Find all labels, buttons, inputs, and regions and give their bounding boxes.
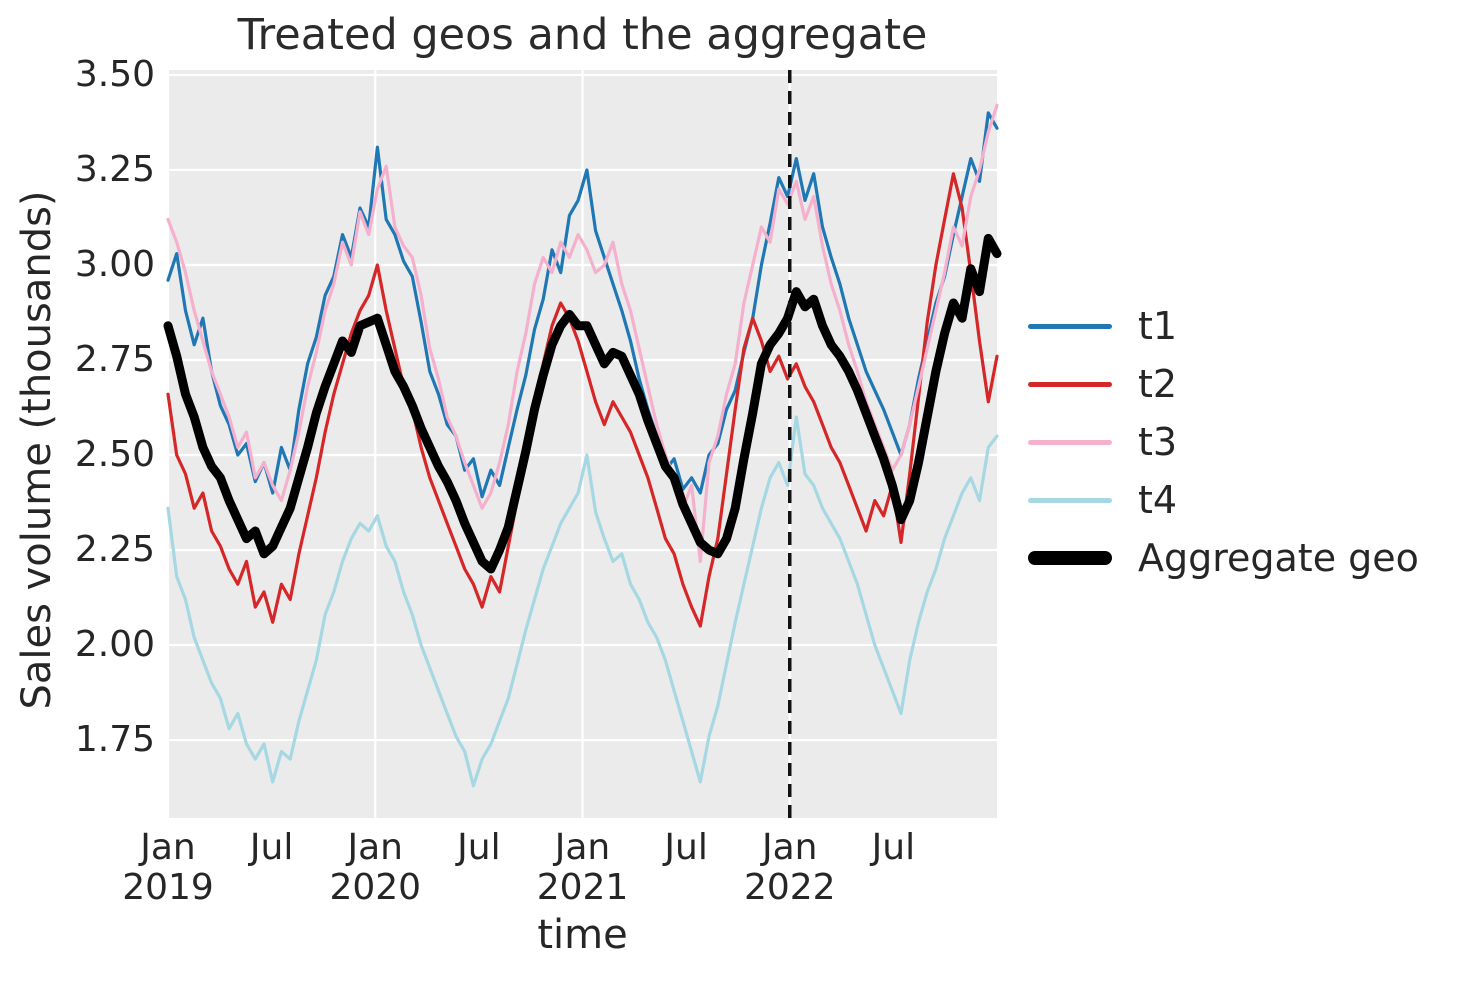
x-axis-label: time <box>537 912 628 958</box>
series-line-t3 <box>166 103 999 564</box>
series-line-t1 <box>166 111 999 499</box>
series-line-t4 <box>166 415 999 788</box>
y-tick-label: 2.00 <box>74 624 155 666</box>
legend-item-t4: t4 <box>1028 471 1419 529</box>
legend-line-sample <box>1028 323 1112 329</box>
x-tick-label: Jan 2021 <box>503 828 663 908</box>
legend-item-t3: t3 <box>1028 413 1419 471</box>
x-tick-label: Jan 2022 <box>710 828 870 908</box>
y-tick-label: 3.25 <box>74 148 155 190</box>
legend-line-sample <box>1028 551 1112 565</box>
y-tick-label: 1.75 <box>74 719 155 761</box>
x-tick-label: Jul <box>664 827 708 868</box>
x-tick-label: Jan 2020 <box>295 828 455 908</box>
legend: t1 t2 t3 t4 Aggregate geo <box>1028 297 1419 587</box>
x-tick-label: Jul <box>457 827 501 868</box>
y-tick-label: 2.50 <box>74 434 155 476</box>
legend-line-sample <box>1028 439 1112 445</box>
legend-item-aggregate-geo: Aggregate geo <box>1028 529 1419 587</box>
x-tick-label: Jul <box>249 827 294 868</box>
legend-label: t2 <box>1138 362 1178 406</box>
x-tick-year: 2022 <box>743 867 836 908</box>
chart-title: Treated geos and the aggregate <box>237 10 928 60</box>
legend-line-sample <box>1028 381 1112 387</box>
series-line-aggregate-geo <box>163 233 1002 574</box>
legend-item-t1: t1 <box>1028 297 1419 355</box>
y-tick-label: 2.75 <box>74 339 155 380</box>
x-tick-year: 2020 <box>329 867 422 908</box>
x-tick-year: 2019 <box>122 867 214 908</box>
y-tick-label: 3.50 <box>74 53 155 95</box>
legend-line-sample <box>1028 497 1112 503</box>
legend-label: Aggregate geo <box>1138 536 1419 580</box>
x-tick-label: Jul <box>871 827 916 868</box>
y-tick-label: 3.00 <box>74 243 155 285</box>
legend-label: t3 <box>1138 420 1178 464</box>
legend-label: t1 <box>1138 304 1178 348</box>
x-tick-label: Jan 2019 <box>88 828 248 908</box>
series-line-t2 <box>166 172 999 628</box>
x-tick-year: 2021 <box>536 867 629 908</box>
y-tick-label: 2.25 <box>74 529 155 571</box>
legend-label: t4 <box>1138 478 1178 522</box>
legend-item-t2: t2 <box>1028 355 1419 413</box>
